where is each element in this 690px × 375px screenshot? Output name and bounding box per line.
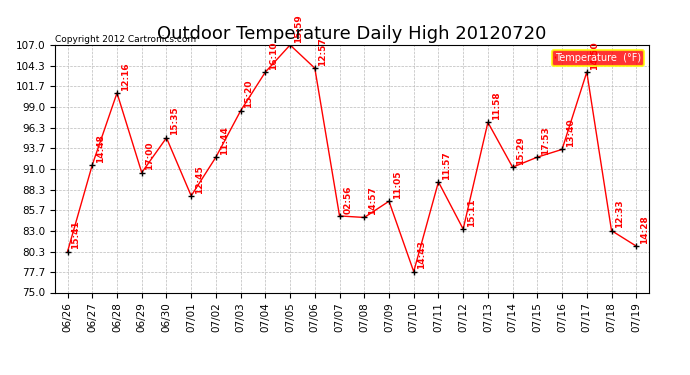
Text: 15:20: 15:20 [244,80,253,108]
Text: 14:50: 14:50 [591,41,600,70]
Text: 15:35: 15:35 [170,107,179,135]
Text: 12:33: 12:33 [615,200,624,228]
Text: 14:43: 14:43 [417,240,426,269]
Text: 12:45: 12:45 [195,165,204,194]
Text: 14:48: 14:48 [96,134,105,163]
Text: 11:58: 11:58 [491,92,501,120]
Legend: Temperature  (°F): Temperature (°F) [552,50,644,66]
Text: 14:57: 14:57 [368,186,377,215]
Text: Copyright 2012 Cartronics.com: Copyright 2012 Cartronics.com [55,35,197,44]
Text: 12:16: 12:16 [121,62,130,91]
Text: 11:44: 11:44 [219,126,228,155]
Text: 16:10: 16:10 [269,41,278,70]
Text: 14:28: 14:28 [640,215,649,244]
Text: 15:29: 15:29 [516,136,525,165]
Text: 13:40: 13:40 [566,118,575,147]
Text: 11:57: 11:57 [442,151,451,180]
Title: Outdoor Temperature Daily High 20120720: Outdoor Temperature Daily High 20120720 [157,26,546,44]
Text: 15:41: 15:41 [71,220,80,249]
Text: 17:53: 17:53 [541,126,550,155]
Text: 15:11: 15:11 [467,198,476,227]
Text: 15:59: 15:59 [294,14,303,43]
Text: 02:56: 02:56 [343,185,353,214]
Text: 11:05: 11:05 [393,170,402,199]
Text: 17:00: 17:00 [146,142,155,170]
Text: 12:57: 12:57 [319,37,328,66]
